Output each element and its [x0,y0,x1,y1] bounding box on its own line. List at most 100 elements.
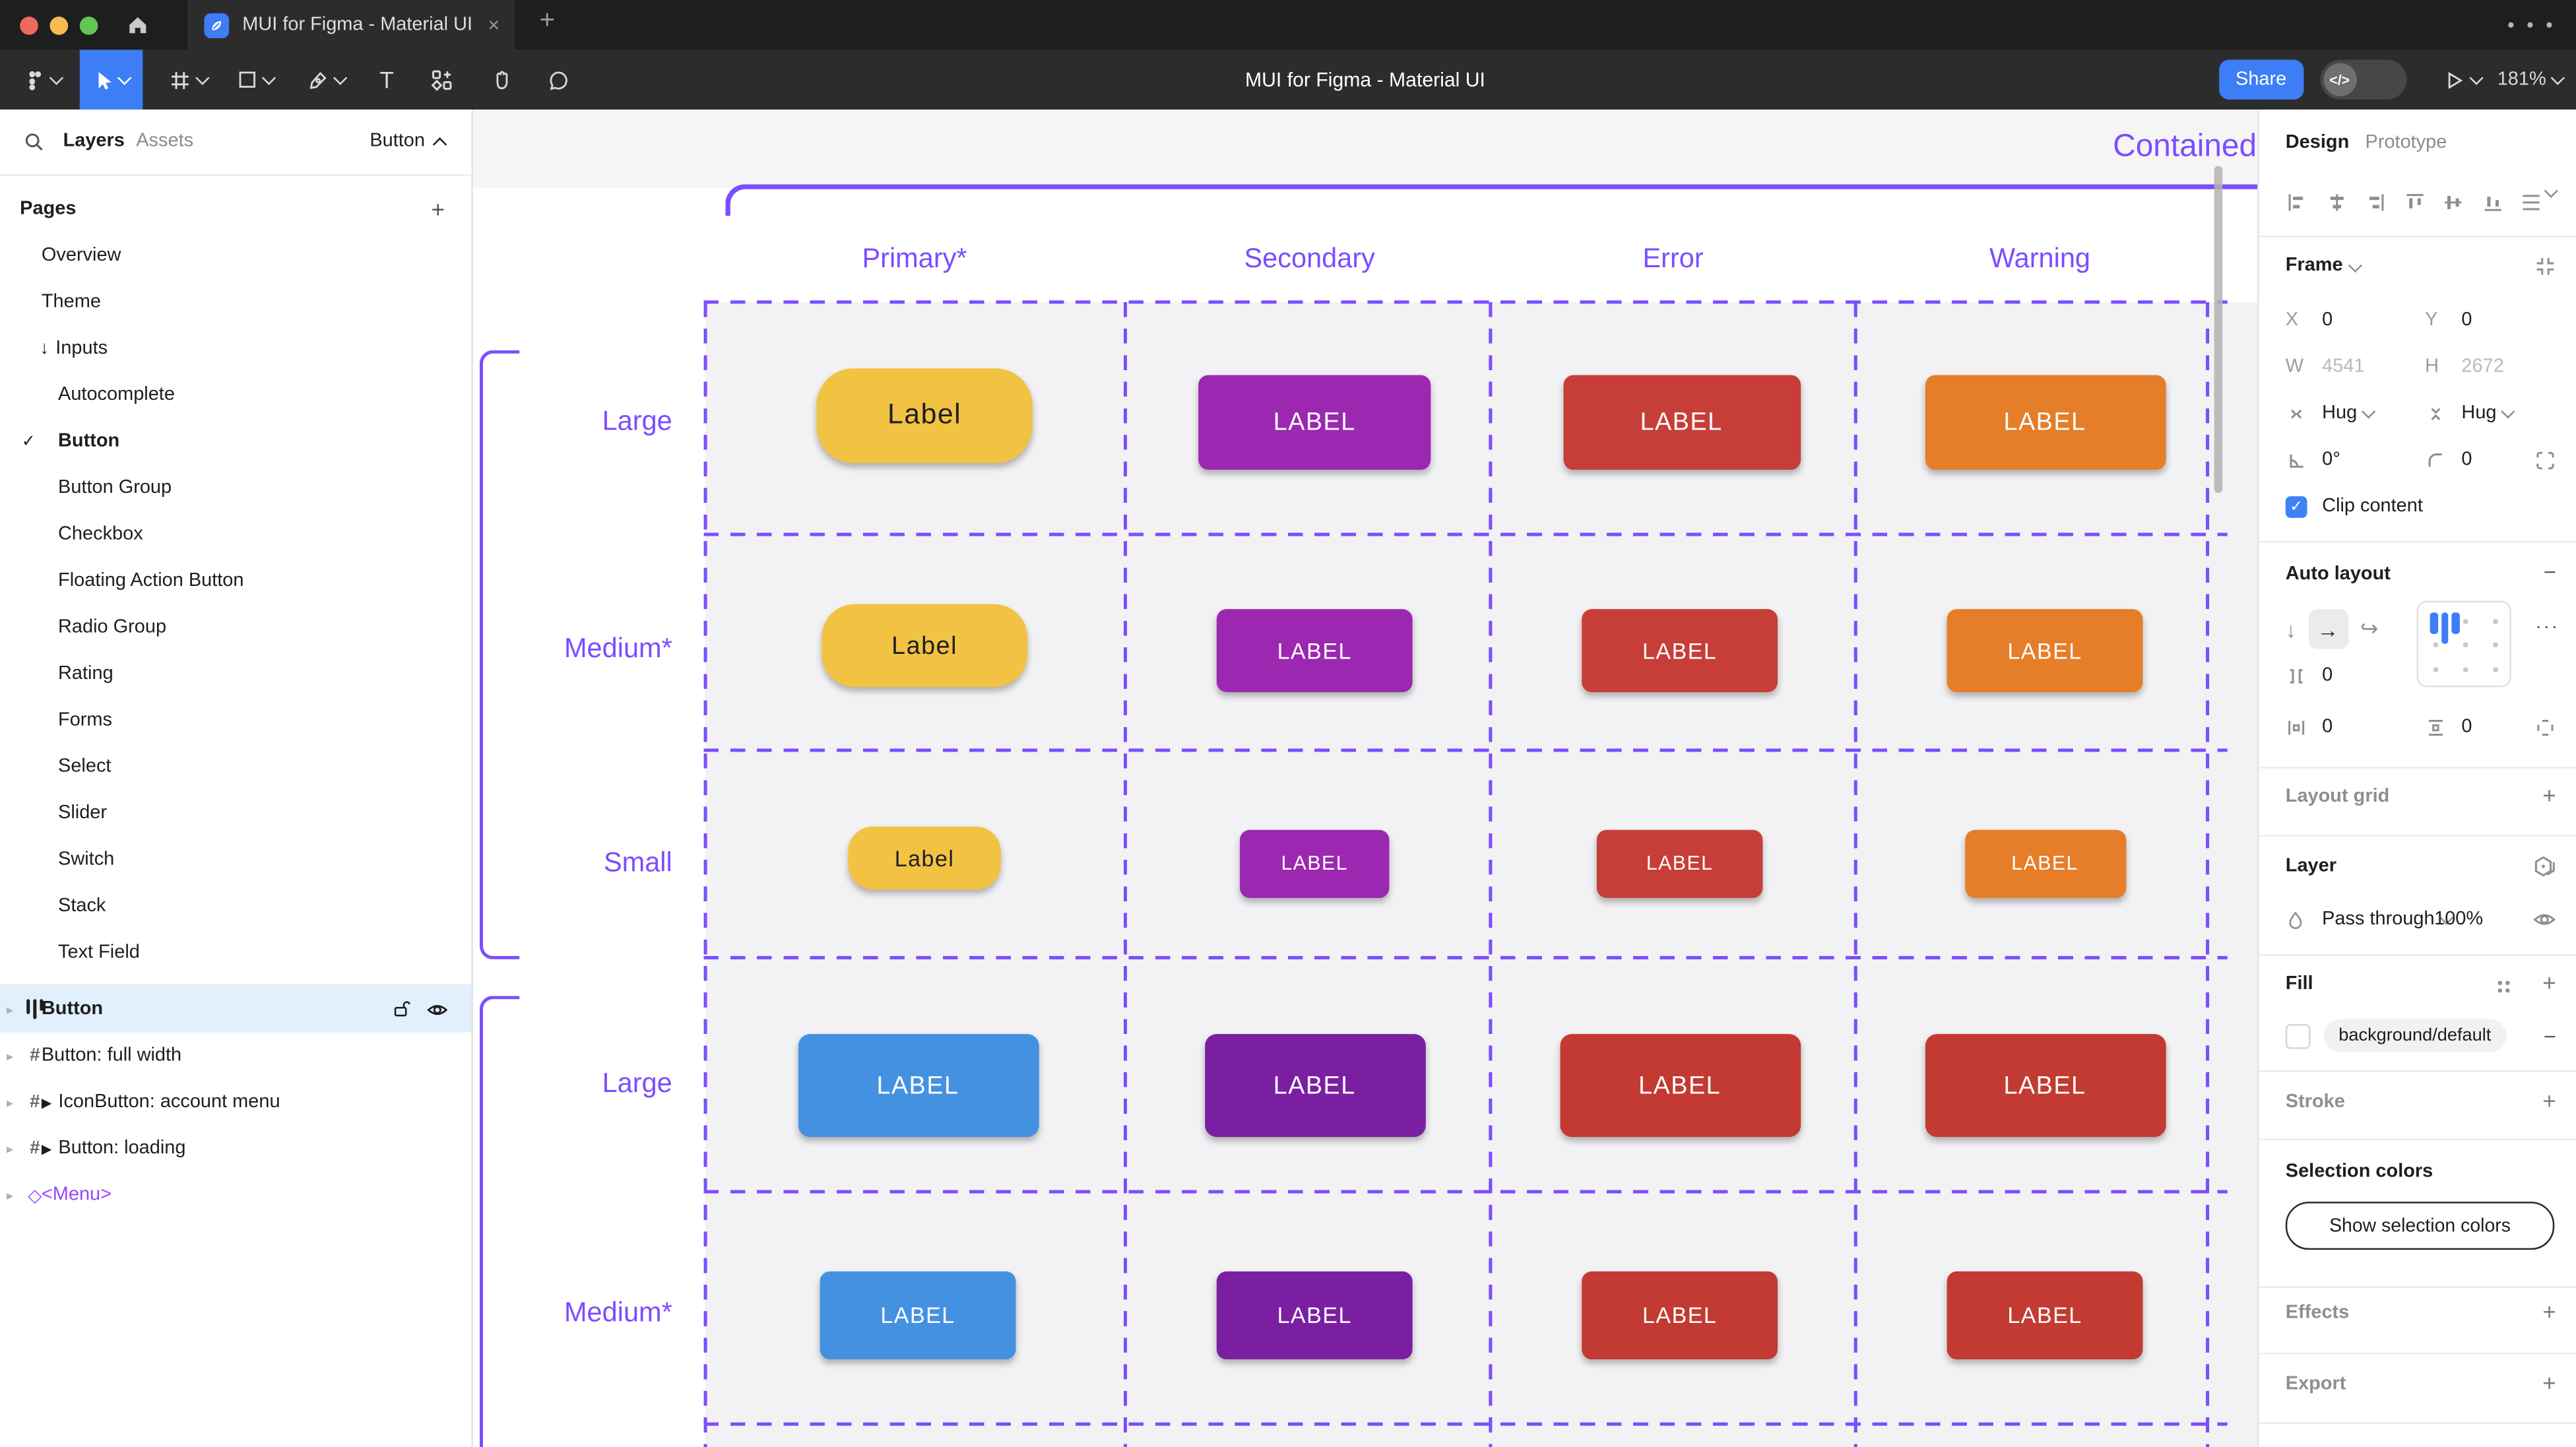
auto-layout-more-icon[interactable]: ··· [2535,617,2560,637]
sidebar-page-theme[interactable]: Theme [0,279,471,325]
align-h-center-icon[interactable] [2325,191,2348,214]
expand-arrow-icon[interactable]: ↓ [40,338,49,359]
canvas-button[interactable]: LABEL [1216,1270,1413,1359]
blend-mode-icon[interactable] [2533,854,2556,878]
window-close-button[interactable] [20,15,38,34]
layer-caret-icon[interactable]: ▸ [7,1141,14,1157]
window-maximize-button[interactable] [79,15,98,34]
canvas-button[interactable]: Label [821,604,1028,688]
shape-tool-button[interactable] [228,49,284,110]
clip-content-checkbox[interactable]: ✓ [2285,495,2307,517]
fill-color-swatch[interactable] [2285,1023,2311,1048]
add-page-button[interactable]: + [431,195,445,223]
zoom-level-menu[interactable]: 181% [2497,70,2565,90]
collapse-panel-icon[interactable] [2534,255,2556,277]
sidebar-page-autocomplete[interactable]: Autocomplete [0,371,471,418]
independent-corners-icon[interactable] [2534,449,2556,470]
canvas-button[interactable]: LABEL [1559,1034,1801,1138]
sidebar-page-slider[interactable]: Slider [0,790,471,836]
hug-horizontal-select[interactable]: Hug [2322,403,2425,423]
layer-row-iconbutton-account-menu[interactable]: ▸ # ▶ IconButton: account menu [0,1079,471,1125]
canvas-button[interactable]: LABEL [1947,609,2143,692]
layer-row-button-full-width[interactable]: ▸ # Button: full width [0,1033,471,1079]
lock-open-icon[interactable] [392,998,412,1020]
sidebar-page-checkbox[interactable]: Checkbox [0,511,471,558]
blend-mode-select[interactable]: Pass through [2322,909,2453,930]
sidebar-page-text-field[interactable]: Text Field [0,930,471,976]
direction-horizontal-icon[interactable]: → [2307,609,2348,649]
distribute-icon[interactable] [2519,183,2558,214]
tab-design[interactable]: Design [2285,133,2350,153]
move-tool-button[interactable] [79,49,143,110]
sidebar-page-button[interactable]: ✓ Button [0,418,471,465]
independent-padding-icon[interactable] [2534,716,2556,738]
align-v-center-icon[interactable] [2441,191,2464,214]
dev-mode-toggle[interactable]: </> [2319,59,2406,100]
canvas-button[interactable]: LABEL [1596,829,1763,897]
home-icon[interactable] [126,13,149,36]
height-value[interactable]: 2672 [2461,356,2504,377]
fill-style-chip[interactable]: background/default [2323,1019,2506,1052]
sidebar-page-button-group[interactable]: Button Group [0,465,471,511]
align-top-icon[interactable] [2402,191,2426,214]
hand-tool-button[interactable] [478,49,524,110]
canvas-button[interactable]: LABEL [1198,374,1431,469]
align-bottom-icon[interactable] [2480,191,2503,214]
sidebar-page-overview[interactable]: Overview [0,232,471,278]
eye-icon[interactable] [2533,908,2556,931]
y-value[interactable]: 0 [2461,310,2472,331]
comment-tool-button[interactable] [534,49,581,110]
window-more-icon[interactable]: • • • [2507,13,2556,37]
align-right-icon[interactable] [2364,191,2387,214]
canvas-button[interactable]: LABEL [1947,1270,2143,1359]
canvas-button[interactable]: LABEL [1924,1034,2166,1138]
canvas-button[interactable]: LABEL [1964,829,2126,897]
page-selector[interactable]: Button [370,131,447,151]
instance-expand-icon[interactable]: ▶ [41,1095,52,1110]
sidebar-page-rating[interactable]: Rating [0,651,471,697]
text-tool-button[interactable]: T [379,66,394,93]
new-tab-button[interactable]: + [539,7,556,35]
window-minimize-button[interactable] [49,15,69,34]
eye-icon[interactable] [426,998,448,1020]
canvas-button[interactable]: LABEL [1562,374,1801,469]
canvas-button[interactable]: Label [816,368,1033,463]
sidebar-page-radio-group[interactable]: Radio Group [0,604,471,651]
horizontal-padding-value[interactable]: 0 [2322,717,2333,737]
remove-auto-layout-button[interactable]: − [2543,559,2556,585]
canvas-button[interactable]: LABEL [820,1270,1016,1359]
add-layout-grid-button[interactable]: + [2542,781,2556,809]
canvas-button[interactable]: LABEL [1582,1270,1778,1359]
styles-icon[interactable] [2495,978,2513,996]
canvas-button[interactable]: LABEL [1216,609,1413,692]
sidebar-page-floating-action-button[interactable]: Floating Action Button [0,558,471,604]
vertical-padding-value[interactable]: 0 [2461,717,2472,737]
sidebar-page-select[interactable]: Select [0,744,471,790]
layer-row--menu-[interactable]: ▸ ◇ <Menu> [0,1172,471,1218]
width-value[interactable]: 4541 [2322,356,2365,377]
frame-title[interactable]: Contained [2113,129,2257,165]
present-button[interactable] [2443,69,2483,90]
layer-caret-icon[interactable]: ▸ [7,1048,14,1064]
sidebar-page-forms[interactable]: Forms [0,697,471,743]
align-left-icon[interactable] [2286,191,2309,214]
layer-caret-icon[interactable]: ▸ [7,1002,14,1017]
add-fill-button[interactable]: + [2542,969,2556,996]
share-button[interactable]: Share [2218,59,2303,100]
clip-content-row[interactable]: ✓ Clip content [2285,490,2556,523]
add-effect-button[interactable]: + [2542,1298,2556,1325]
search-icon[interactable] [23,131,45,153]
resources-tool-button[interactable] [418,49,465,110]
x-value[interactable]: 0 [2322,310,2333,331]
pen-tool-button[interactable] [297,49,354,110]
add-export-button[interactable]: + [2542,1369,2556,1396]
canvas-button[interactable]: Label [848,826,1001,890]
canvas-scrollbar[interactable] [2214,166,2223,494]
canvas-button[interactable]: LABEL [1582,609,1778,692]
auto-layout-alignment-box[interactable] [2416,600,2511,688]
layer-row-button-loading[interactable]: ▸ # ▶ Button: loading [0,1125,471,1171]
main-menu-button[interactable] [13,49,70,110]
canvas-button[interactable]: LABEL [1924,374,2166,469]
canvas-button[interactable]: LABEL [797,1034,1039,1138]
frame-tool-button[interactable] [159,49,216,110]
